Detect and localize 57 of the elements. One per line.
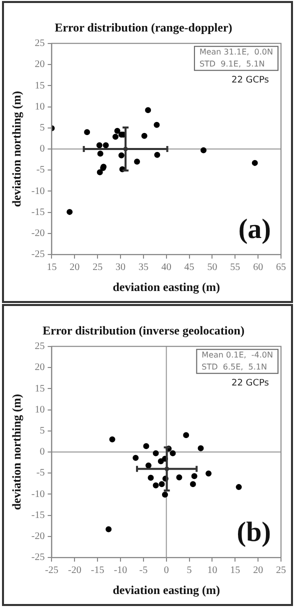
chart-title: Error distribution (inverse geolocation) bbox=[42, 323, 244, 338]
x-tick-label: -15 bbox=[90, 565, 104, 576]
y-tick-label: 0 bbox=[40, 446, 45, 458]
y-tick-label: 0 bbox=[40, 144, 45, 155]
y-tick-label: -20 bbox=[31, 531, 45, 542]
y-tick-label: 15 bbox=[34, 383, 45, 394]
y-tick-label: -5 bbox=[36, 164, 45, 176]
x-tick-label: -5 bbox=[139, 565, 148, 576]
x-tick-label: 20 bbox=[253, 565, 264, 576]
y-tick-label: -15 bbox=[31, 206, 45, 218]
x-tick-label: -20 bbox=[68, 565, 82, 576]
y-tick-label: 10 bbox=[34, 404, 45, 416]
x-tick-label: 45 bbox=[184, 262, 194, 274]
y-tick-label: 5 bbox=[40, 426, 45, 437]
annotation: Mean 31.1E, 0.0N bbox=[199, 47, 274, 56]
y-tick-label: -5 bbox=[36, 468, 45, 479]
y-tick-label: 25 bbox=[34, 341, 45, 352]
annotation: (b) bbox=[236, 516, 271, 548]
y-tick-label: 25 bbox=[34, 38, 45, 50]
y-tick-label: -10 bbox=[31, 488, 45, 500]
annotation: STD 6.5E, 5.1N bbox=[202, 362, 267, 372]
x-axis-title: deviation easting (m) bbox=[112, 280, 220, 294]
x-tick-label: 20 bbox=[70, 262, 80, 274]
x-tick-label: 30 bbox=[116, 262, 126, 274]
x-tick-label: 50 bbox=[207, 262, 218, 274]
y-tick-label: -10 bbox=[31, 186, 45, 197]
y-tick-label: -25 bbox=[31, 552, 45, 564]
y-tick-label: 20 bbox=[34, 362, 45, 374]
x-tick-label: 0 bbox=[164, 565, 169, 576]
y-tick-label: 10 bbox=[34, 101, 45, 112]
x-tick-label: -10 bbox=[114, 565, 128, 576]
annotation: (a) bbox=[238, 214, 271, 245]
x-axis-title: deviation easting (m) bbox=[112, 582, 220, 597]
y-tick-label: -20 bbox=[31, 228, 45, 240]
y-tick-label: 15 bbox=[34, 80, 45, 92]
y-tick-label: -25 bbox=[31, 249, 45, 260]
x-tick-label: 15 bbox=[46, 262, 57, 274]
y-axis-title: deviation northing (m) bbox=[9, 394, 24, 510]
annotation: 22 GCPs bbox=[231, 76, 270, 86]
x-tick-label: 25 bbox=[92, 262, 103, 274]
annotation: STD 9.1E, 5.1N bbox=[199, 59, 265, 68]
x-tick-label: 5 bbox=[186, 565, 192, 576]
x-tick-label: 10 bbox=[207, 565, 218, 576]
y-tick-label: 5 bbox=[40, 122, 45, 134]
x-tick-label: 25 bbox=[276, 565, 286, 576]
x-tick-label: 55 bbox=[230, 262, 240, 274]
x-tick-label: 65 bbox=[276, 262, 286, 274]
y-tick-label: -15 bbox=[31, 510, 45, 521]
x-tick-label: 35 bbox=[138, 262, 148, 274]
chart-title: Error distribution (range-doppler) bbox=[54, 20, 232, 34]
y-tick-label: 20 bbox=[34, 59, 45, 70]
annotation: Mean 0.1E, -4.0N bbox=[202, 350, 274, 360]
y-axis-title: deviation northing (m) bbox=[9, 90, 24, 208]
x-tick-label: 60 bbox=[253, 262, 264, 274]
annotation: 22 GCPs bbox=[231, 378, 270, 389]
x-tick-label: 15 bbox=[230, 565, 240, 576]
x-tick-label: 40 bbox=[161, 262, 172, 274]
